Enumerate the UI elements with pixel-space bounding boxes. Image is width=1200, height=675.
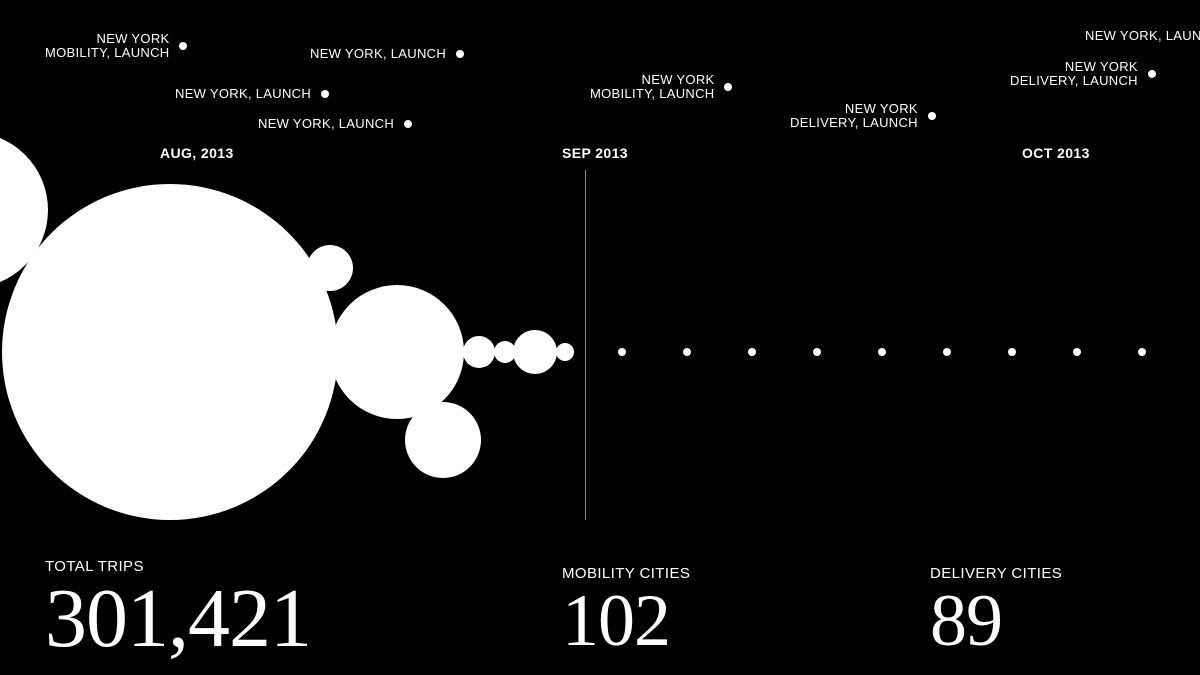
- event-dot-icon: [179, 42, 187, 50]
- event-line1: NEW YORK: [590, 73, 714, 87]
- event-label: NEW YORK MOBILITY, LAUNCH: [45, 32, 187, 61]
- event-line2: MOBILITY, LAUNCH: [45, 46, 169, 60]
- event-dot-icon: [724, 83, 732, 91]
- event-label: NEW YORK MOBILITY, LAUNCH: [590, 73, 732, 102]
- event-line1: NEW YORK: [1010, 60, 1138, 74]
- event-dot-icon: [404, 120, 412, 128]
- timeline-tick: [618, 348, 626, 356]
- metric-value: 301,421: [45, 577, 311, 661]
- month-label-sep: SEP 2013: [562, 145, 628, 161]
- event-line1: NEW YORK: [790, 102, 918, 116]
- metric-mobility-cities: MOBILITY CITIES 102: [562, 565, 690, 658]
- event-dot-icon: [928, 112, 936, 120]
- event-line1: NEW YORK: [45, 32, 169, 46]
- bubble: [513, 330, 557, 374]
- event-label: NEW YORK, LAUNCH: [1085, 29, 1200, 43]
- event-dot-icon: [1148, 70, 1156, 78]
- event-line1: NEW YORK, LAUNCH: [258, 117, 394, 131]
- event-dot-icon: [321, 90, 329, 98]
- bubble: [330, 285, 464, 419]
- month-label-oct: OCT 2013: [1022, 145, 1090, 161]
- metric-value: 102: [562, 584, 690, 658]
- timeline-tick: [813, 348, 821, 356]
- event-line2: DELIVERY, LAUNCH: [1010, 74, 1138, 88]
- event-label: NEW YORK, LAUNCH: [258, 117, 412, 131]
- event-line1: NEW YORK, LAUNCH: [1085, 29, 1200, 43]
- event-label: NEW YORK, LAUNCH: [310, 47, 464, 61]
- bubble: [556, 343, 574, 361]
- timeline-tick: [748, 348, 756, 356]
- timeline-tick: [1008, 348, 1016, 356]
- timeline-tick: [1073, 348, 1081, 356]
- timeline-tick: [878, 348, 886, 356]
- bubble: [2, 184, 338, 520]
- event-label: NEW YORK, LAUNCH: [175, 87, 329, 101]
- bubble: [463, 336, 495, 368]
- event-line2: DELIVERY, LAUNCH: [790, 116, 918, 130]
- timeline-canvas: NEW YORK MOBILITY, LAUNCH NEW YORK, LAUN…: [0, 0, 1200, 675]
- timeline-tick: [943, 348, 951, 356]
- metric-delivery-cities: DELIVERY CITIES 89: [930, 565, 1062, 658]
- event-line1: NEW YORK, LAUNCH: [310, 47, 446, 61]
- timeline-tick: [683, 348, 691, 356]
- bubble: [405, 402, 481, 478]
- bubble: [307, 245, 353, 291]
- event-line1: NEW YORK, LAUNCH: [175, 87, 311, 101]
- timeline-tick: [1138, 348, 1146, 356]
- event-label: NEW YORK DELIVERY, LAUNCH: [1010, 60, 1156, 89]
- event-line2: MOBILITY, LAUNCH: [590, 87, 714, 101]
- metric-value: 89: [930, 584, 1062, 658]
- event-dot-icon: [456, 50, 464, 58]
- month-divider: [585, 170, 586, 520]
- event-label: NEW YORK DELIVERY, LAUNCH: [790, 102, 936, 131]
- metric-total-trips: TOTAL TRIPS 301,421: [45, 558, 311, 661]
- month-label-aug: AUG, 2013: [160, 145, 234, 161]
